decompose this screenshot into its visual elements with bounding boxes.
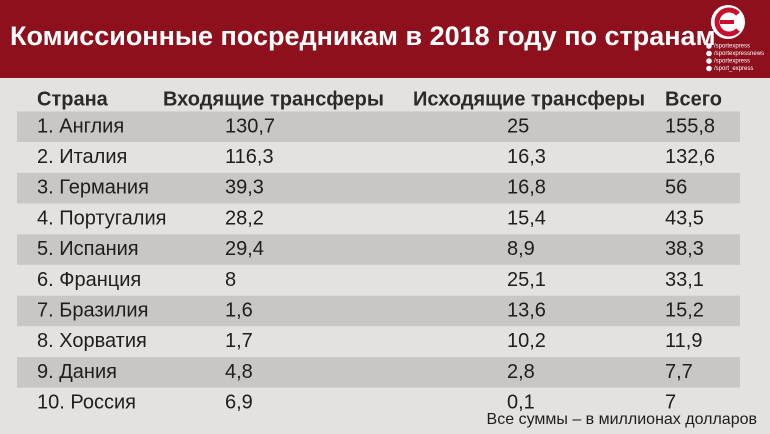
cell: 130,7 [225,115,275,137]
row-stripe [17,234,740,265]
logo-mark [714,7,740,37]
cell: 13,6 [507,299,546,321]
cell: 2,8 [507,361,535,383]
cell: 33,1 [665,269,704,291]
cell: 10,2 [507,330,546,352]
cell: 11,9 [665,330,702,352]
cell: 15,4 [507,207,546,229]
cell: 4,8 [225,361,253,383]
column-header: Исходящие трансферы [413,88,645,110]
cell: 1. Англия [37,115,124,137]
logo-bar [720,20,734,24]
column-header: Всего [665,88,722,110]
cell: 16,8 [507,177,546,199]
title: Комиссионные посредникам в 2018 году по … [10,21,716,51]
cell: 43,5 [665,207,704,229]
cell: 7,7 [665,361,693,383]
social-icon [706,58,712,64]
cell: 15,2 [665,299,704,321]
column-header: Страна [37,88,109,110]
cell: 39,3 [225,177,264,199]
footnote: Все суммы – в миллионах долларов [487,411,757,428]
cell: 8 [225,269,236,291]
header-band [0,0,770,78]
row-stripe [17,172,740,204]
cell: 56 [665,177,687,199]
cell: 38,3 [665,238,704,260]
row-stripe [17,111,740,142]
cell: 0,1 [507,392,535,414]
cell: 9. Дания [37,361,117,383]
cell: 7 [665,392,676,414]
row-stripe [17,295,740,327]
social-list: /sportexpress/sportexpressnews/sportexpr… [706,43,764,72]
cell: 10. Россия [37,392,136,414]
social-handle: /sportexpress [714,59,750,65]
cell: 29,4 [225,238,264,260]
cell: 1,7 [225,330,253,352]
cell: 25 [507,115,529,137]
cell: 8,9 [507,238,535,260]
cell: 4. Португалия [37,207,166,229]
cell: 5. Испания [37,238,139,260]
cell: 6. Франция [37,269,141,291]
cell: 7. Бразилия [37,299,148,321]
social-icon [706,43,712,49]
social-handle: /sportexpressnews [714,51,764,57]
social-handle: /sportexpress [714,44,750,50]
cell: 25,1 [507,269,546,291]
cell: 28,2 [225,207,264,229]
cell: 132,6 [665,146,715,168]
logo [711,5,745,39]
cell: 1,6 [225,299,253,321]
social-icon [706,50,712,57]
social-icon [706,65,712,72]
cell: 116,3 [225,146,274,168]
row-stripe [17,357,740,388]
cell: 155,8 [665,115,715,137]
cell: 16,3 [507,146,546,168]
cell: 2. Италия [37,146,127,168]
cell: 6,9 [225,392,253,414]
cell: 8. Хорватия [37,330,147,352]
social-handle: /sport_express [714,66,753,72]
cell: 3. Германия [37,177,149,199]
table: Страна Входящие трансферы Исходящие трансф… [17,88,740,414]
column-header: Входящие трансферы [163,88,384,110]
